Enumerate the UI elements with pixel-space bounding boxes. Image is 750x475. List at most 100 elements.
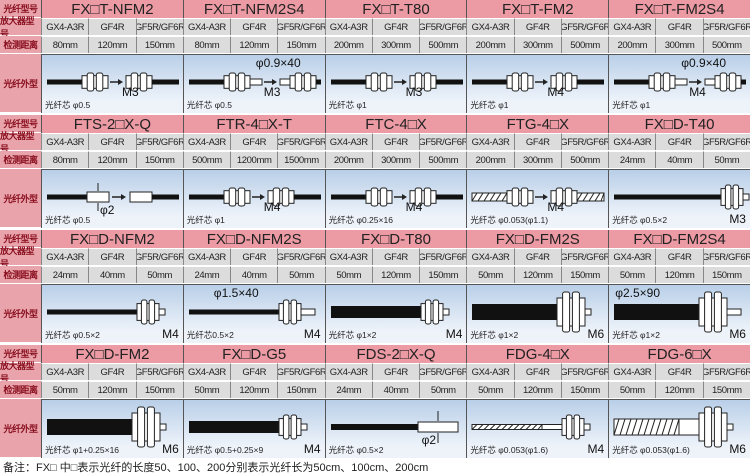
detect-distance-cell: 50mm <box>182 381 231 398</box>
fiber-cable <box>330 424 418 430</box>
amplifier-model-cell: GX4-A3R <box>182 363 231 380</box>
nut-icon <box>714 72 742 92</box>
fiber-model-title: FDG-6□X <box>608 345 750 363</box>
fiber-diagram <box>188 72 321 92</box>
fiber-cable <box>577 79 605 85</box>
fiber-core-label: 光纤芯 φ1 <box>186 215 225 225</box>
fiber-model-title: FTS-2□X-Q <box>41 115 183 133</box>
fiber-model-title: FX□T-NFM2 <box>41 0 183 18</box>
fiber-model-title: FTG-4□X <box>466 115 609 133</box>
detect-distance-cell: 500mm <box>560 151 609 168</box>
detect-distance-cell: 120mm <box>655 266 703 283</box>
amplifier-model-cell: GF4R <box>371 248 420 265</box>
detect-distance-cell: 120mm <box>230 36 278 53</box>
detect-distance-cell: 500mm <box>560 36 609 53</box>
fiber-shape-drawing: 光纤芯 φ1 M4 <box>182 169 325 228</box>
fiber-shape-drawing: 光纤芯 φ1 M3 <box>324 54 467 113</box>
fiber-cable <box>47 419 132 435</box>
nut-icon <box>278 414 302 440</box>
detect-distance-cell: 300mm <box>513 36 561 53</box>
amplifier-model-cell: GF4R <box>371 133 420 150</box>
fiber-diagram <box>472 72 605 92</box>
amplifier-model-cell: GF5R/GF6R <box>560 133 609 150</box>
fiber-diagram <box>614 72 747 92</box>
amplifier-model-cell: GF4R <box>371 18 420 35</box>
detect-distance-cell: 40mm <box>655 151 703 168</box>
fiber-shape-drawing: 光纤芯 φ1×2 M6 φ2.5×90 <box>608 284 750 343</box>
fiber-model-title: FX□T-FM2S4 <box>608 0 750 18</box>
fiber-cable <box>435 194 463 200</box>
detect-distance-cell: 24mm <box>182 266 231 283</box>
amplifier-model-cell: GX4-A3R <box>41 363 89 380</box>
nut-icon <box>278 299 302 325</box>
fiber-core-label: 光纤芯 φ1 <box>328 100 367 110</box>
row-label-fiber-model: 光纤型号 <box>0 0 41 18</box>
row-label-detect-distance: 检测距离 <box>0 381 41 399</box>
amplifier-model-cell: GX4-A3R <box>608 248 656 265</box>
thread-size-label: M4 <box>689 85 706 99</box>
detect-distance-cell: 50mm <box>41 381 89 398</box>
thread-size-label: M4 <box>587 442 605 456</box>
amplifier-model-cell: GF4R <box>513 248 561 265</box>
detect-distance-cell: 24mm <box>41 266 89 283</box>
amplifier-model-cell: GF5R/GF6R <box>277 133 325 150</box>
fiber-cable <box>188 309 279 315</box>
amplifier-model-cell: GX4-A3R <box>324 18 372 35</box>
fiber-tip <box>726 308 742 316</box>
amplifier-model-cell: GF5R/GF6R <box>702 18 750 35</box>
detect-distance-cell: 50mm <box>466 381 514 398</box>
fiber-tip <box>584 308 592 316</box>
fiber-diagram <box>47 183 179 211</box>
amplifier-model-cell: GF4R <box>513 363 561 380</box>
amplifier-model-cell: GF4R <box>230 248 278 265</box>
dimension-label: φ1.5×40 <box>213 286 259 300</box>
fiber-core-label: 光纤芯 φ1+0.25×16 <box>45 445 120 455</box>
amplifier-model-cell: GF4R <box>655 133 703 150</box>
fiber-shape-drawing: 光纤芯 φ0.053(φ1.6) M6 <box>608 399 750 458</box>
fiber-cable <box>614 304 700 320</box>
amplifier-model-cell: GF4R <box>230 133 278 150</box>
fiber-core-label: 光纤芯 φ0.5 <box>45 215 91 225</box>
thread-size-label: M4 <box>547 200 565 214</box>
fiber-cable <box>293 194 321 200</box>
amplifier-model-cell: GX4-A3R <box>324 363 372 380</box>
fiber-model-title: FDS-2□X-Q <box>324 345 467 363</box>
fiber-cable <box>472 304 558 320</box>
detect-distance-cell: 200mm <box>324 151 372 168</box>
amplifier-model-cell: GF5R/GF6R <box>560 248 609 265</box>
nut-icon <box>289 72 317 92</box>
fiber-shape-drawing: 光纤芯 φ0.053(φ1.6) M4 <box>466 399 609 458</box>
fiber-diagram <box>472 291 592 333</box>
fiber-cable <box>741 79 747 85</box>
dimension-label: φ0.9×40 <box>681 56 727 70</box>
detect-distance-cell: 150mm <box>135 151 183 168</box>
fiber-diagram <box>47 406 167 448</box>
amplifier-model-cell: GF4R <box>513 18 561 35</box>
fiber-diagram <box>188 187 321 207</box>
thread-size-label: M3 <box>122 85 139 99</box>
detect-distance-cell: 150mm <box>135 36 183 53</box>
detect-distance-cell: 80mm <box>182 36 231 53</box>
fiber-diagram <box>47 72 179 92</box>
detect-distance-cell: 120mm <box>88 36 136 53</box>
fiber-cable <box>152 194 179 200</box>
row-label-amplifier-model: 放大器型号 <box>0 131 41 154</box>
detect-distance-cell: 120mm <box>230 381 278 398</box>
nut-icon <box>648 72 676 92</box>
amplifier-model-cell: GF4R <box>655 363 703 380</box>
detect-distance-cell: 200mm <box>324 36 372 53</box>
fiber-shape-drawing: 光纤芯 φ1×2 M4 <box>324 284 467 343</box>
amplifier-model-cell: GF5R/GF6R <box>560 18 609 35</box>
nut-icon <box>267 187 295 207</box>
detect-distance-cell: 120mm <box>655 381 703 398</box>
fiber-model-title: FX□T-NFM2S4 <box>182 0 325 18</box>
fiber-model-title: FTC-4□X <box>324 115 467 133</box>
detect-distance-cell: 150mm <box>277 36 325 53</box>
amplifier-model-cell: GF4R <box>655 248 703 265</box>
dimension-label: φ0.9×40 <box>255 56 301 70</box>
thread-size-label: M4 <box>445 327 463 341</box>
thread-size-label: M6 <box>729 442 746 456</box>
product-block: 光纤型号 放大器型号 检测距离 光纤外型 FX□D-NFM2 GX4-A3R 24mm GF4… <box>0 230 750 343</box>
amplifier-model-cell: GF5R/GF6R <box>419 133 467 150</box>
thread-size-label: M4 <box>303 327 321 341</box>
